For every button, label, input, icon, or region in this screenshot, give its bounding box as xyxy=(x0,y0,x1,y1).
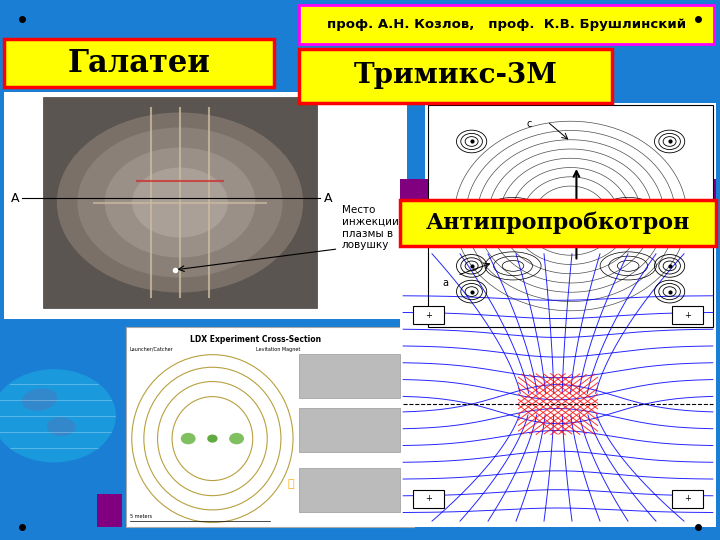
Text: +: + xyxy=(684,494,691,503)
FancyBboxPatch shape xyxy=(400,200,716,246)
Bar xyxy=(43,97,317,308)
Bar xyxy=(299,468,400,512)
Bar xyxy=(299,354,400,399)
Text: проф. А.Н. Козлов,   проф.  К.В. Брушлинский: проф. А.Н. Козлов, проф. К.В. Брушлински… xyxy=(327,18,686,31)
Bar xyxy=(672,306,703,324)
Ellipse shape xyxy=(105,147,256,258)
Text: A: A xyxy=(11,192,19,205)
Text: Launcher/Catcher: Launcher/Catcher xyxy=(130,347,174,352)
Text: Место
инжекции
плазмы в
ловушку: Место инжекции плазмы в ловушку xyxy=(342,205,399,250)
Bar xyxy=(425,103,716,329)
Ellipse shape xyxy=(132,167,228,238)
Bar xyxy=(299,408,400,452)
Bar xyxy=(672,490,703,508)
Bar xyxy=(97,494,122,526)
FancyBboxPatch shape xyxy=(4,39,274,87)
Text: b: b xyxy=(443,229,449,239)
Text: +: + xyxy=(684,310,691,320)
Ellipse shape xyxy=(57,112,303,293)
Text: A: A xyxy=(324,192,333,205)
Ellipse shape xyxy=(78,127,283,278)
Bar xyxy=(400,200,716,220)
Text: Levitation Magnet: Levitation Magnet xyxy=(256,347,300,352)
Circle shape xyxy=(181,434,195,444)
Text: Антипропробкотрон: Антипропробкотрон xyxy=(426,212,690,234)
Text: Галатеи: Галатеи xyxy=(67,48,210,79)
Ellipse shape xyxy=(22,388,57,411)
Circle shape xyxy=(208,435,217,442)
Text: 5 meters: 5 meters xyxy=(130,515,152,519)
Bar xyxy=(413,306,444,324)
Text: a: a xyxy=(443,279,449,288)
Circle shape xyxy=(230,434,243,444)
Bar xyxy=(400,179,716,200)
FancyBboxPatch shape xyxy=(299,49,612,103)
Bar xyxy=(413,490,444,508)
Circle shape xyxy=(0,370,115,462)
Text: c: c xyxy=(527,119,532,129)
Text: +: + xyxy=(425,310,432,320)
Bar xyxy=(428,105,713,327)
Bar xyxy=(126,327,414,526)
Text: 🧍: 🧍 xyxy=(287,478,294,489)
Bar xyxy=(400,248,716,526)
Bar xyxy=(4,92,407,319)
FancyBboxPatch shape xyxy=(299,5,714,44)
Text: +: + xyxy=(425,494,432,503)
Ellipse shape xyxy=(47,417,76,436)
Text: Тримикс-3М: Тримикс-3М xyxy=(354,62,557,89)
Text: LDX Experiment Cross-Section: LDX Experiment Cross-Section xyxy=(190,335,321,344)
